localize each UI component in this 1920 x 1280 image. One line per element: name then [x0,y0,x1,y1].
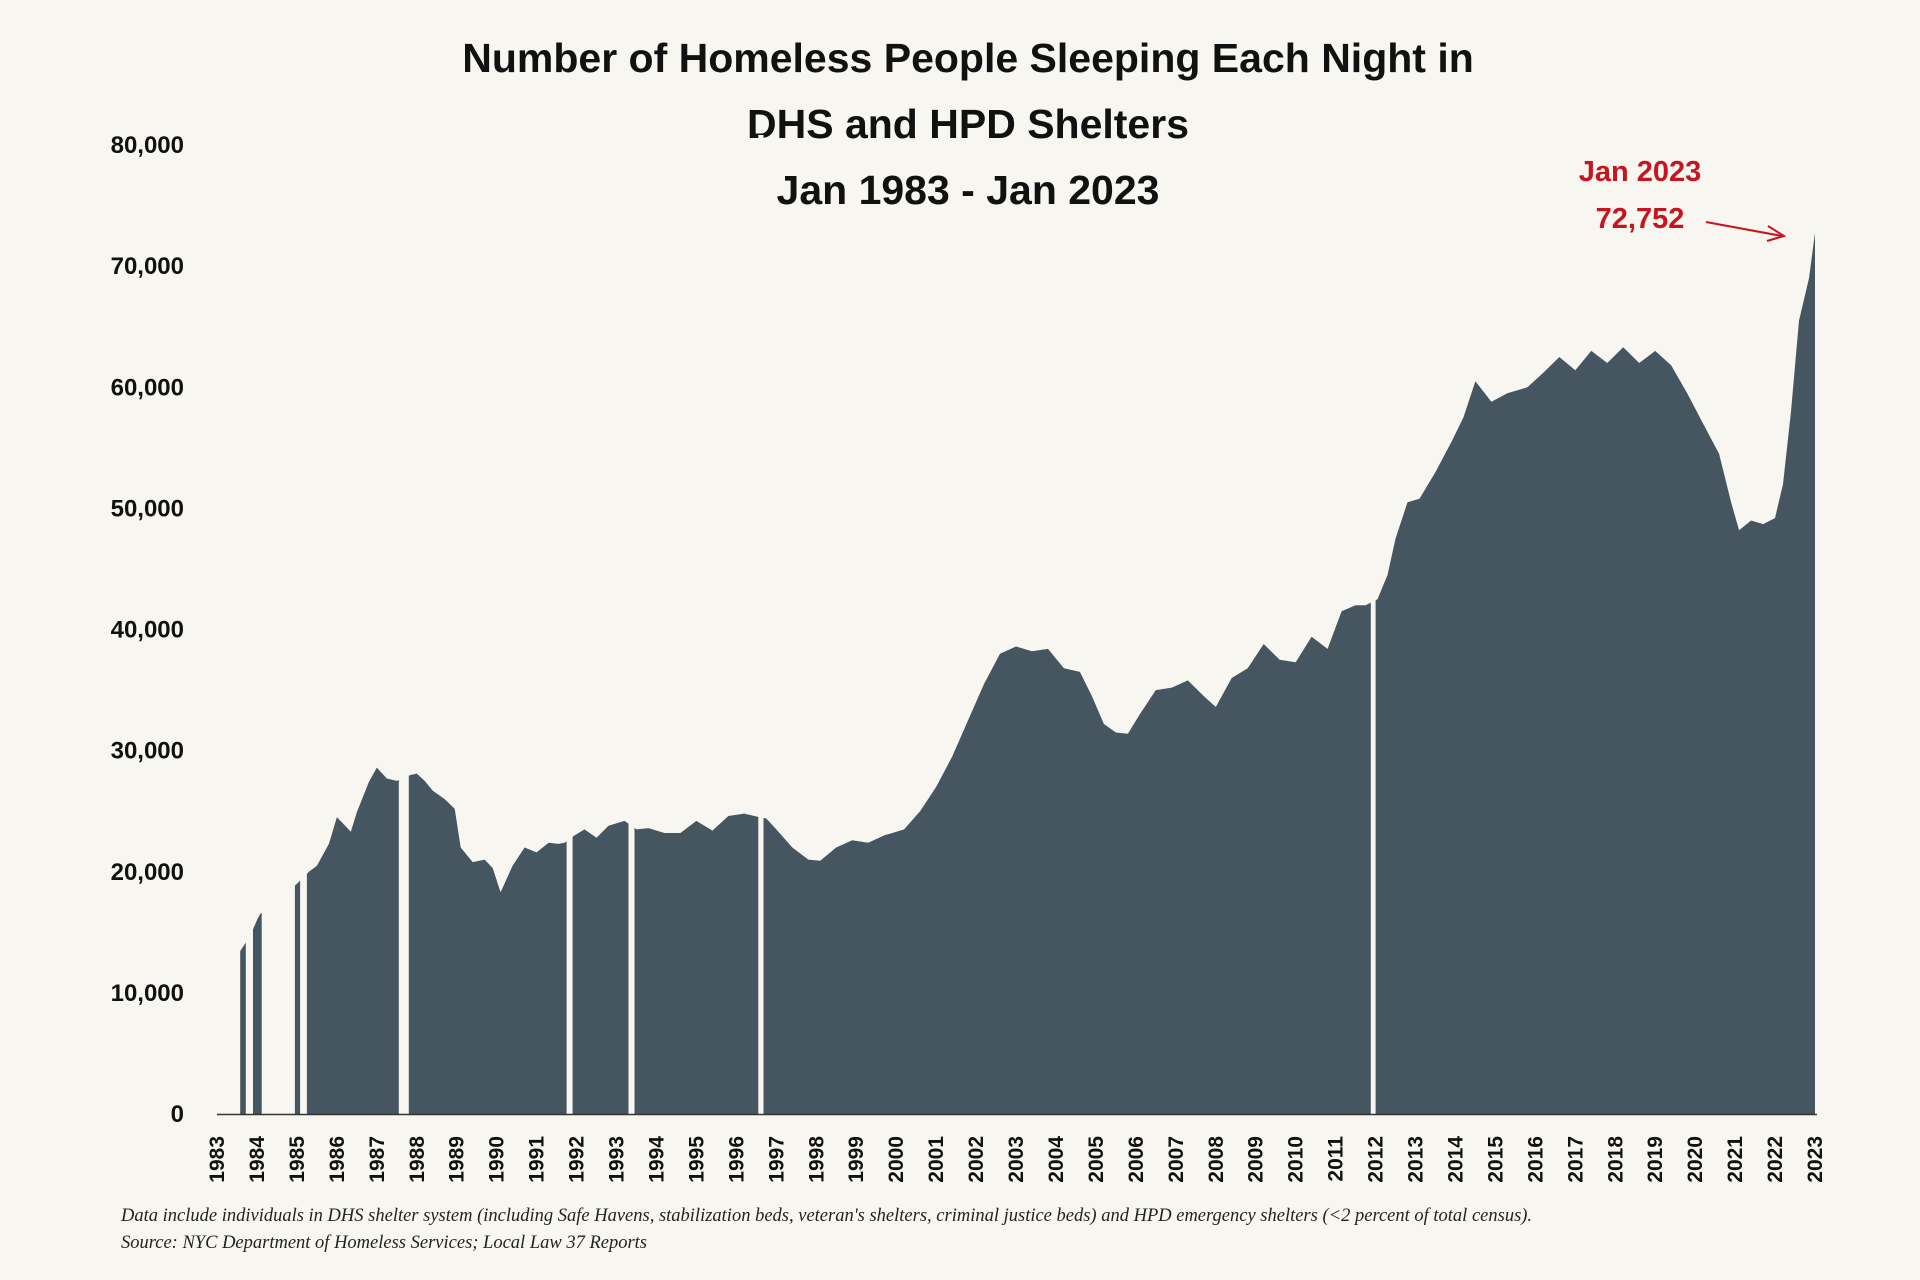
x-tick-label: 2016 [1524,1136,1547,1183]
area-series-homeless-count [235,232,1815,1115]
data-gap-1 [245,135,253,1114]
chart-title-line-1: Number of Homeless People Sleeping Each … [462,35,1474,81]
x-tick-label: 1986 [326,1136,349,1183]
footnote-data-description: Data include individuals in DHS shelter … [120,1206,1532,1226]
x-tick-label: 2010 [1285,1136,1308,1183]
y-tick-label: 40,000 [111,617,184,644]
x-tick-label: 2006 [1125,1136,1148,1183]
data-gap-0 [227,135,241,1114]
data-gaps [227,135,1376,1114]
data-gap-7 [758,135,764,1114]
x-tick-label: 1995 [685,1136,708,1183]
data-gap-2 [261,135,295,1114]
x-tick-label: 1985 [286,1136,309,1183]
x-tick-label: 2011 [1325,1136,1348,1182]
x-tick-label: 2000 [885,1136,908,1183]
x-tick-label: 1997 [765,1136,788,1183]
y-tick-label: 20,000 [111,859,184,886]
x-tick-label: 1987 [366,1136,389,1183]
x-tick-label: 1999 [845,1136,868,1183]
x-tick-label: 2003 [1005,1136,1028,1183]
x-tick-label: 1994 [645,1136,668,1183]
x-tick-label: 2004 [1045,1136,1068,1183]
footnotes: Data include individuals in DHS shelter … [120,1206,1532,1253]
data-gap-5 [566,135,573,1114]
x-tick-label: 2021 [1724,1136,1747,1183]
annotation-date: Jan 2023 [1579,156,1702,188]
chart-title: Number of Homeless People Sleeping Each … [462,35,1474,213]
x-axis-ticks: 1983 1984 1985 1986 1987 1988 1989 1990 1991 1992… [206,1136,1827,1183]
y-tick-label: 80,000 [111,132,184,159]
x-tick-label: 2013 [1405,1136,1428,1183]
x-tick-label: 2012 [1365,1136,1388,1183]
chart-title-line-3: Jan 1983 - Jan 2023 [777,167,1160,213]
x-tick-label: 1998 [805,1136,828,1183]
x-tick-label: 2020 [1684,1136,1707,1183]
x-tick-label: 2008 [1205,1136,1228,1183]
x-tick-label: 1988 [406,1136,429,1183]
x-tick-label: 1989 [446,1136,469,1183]
x-tick-label: 2018 [1604,1136,1627,1183]
x-tick-label: 2023 [1804,1136,1827,1183]
x-tick-label: 2017 [1564,1136,1587,1183]
data-gap-3 [300,135,307,1114]
annotation-value: 72,752 [1596,203,1685,235]
x-tick-label: 1992 [566,1136,589,1183]
y-axis-ticks: 0 10,000 20,000 30,000 40,000 50,000 60,000 70,… [111,132,184,1128]
x-tick-label: 1990 [486,1136,509,1183]
x-tick-label: 2001 [925,1136,948,1183]
x-tick-label: 1984 [246,1136,269,1183]
x-tick-label: 1993 [606,1136,629,1183]
x-tick-label: 2014 [1444,1136,1467,1183]
data-gap-8 [1370,135,1376,1114]
footnote-source: Source: NYC Department of Homeless Servi… [121,1233,647,1253]
annotation-arrow-head [1766,225,1787,242]
annotation-arrow [1705,221,1783,237]
y-tick-label: 30,000 [111,738,184,765]
y-tick-label: 50,000 [111,495,184,522]
data-gap-4 [398,135,409,1114]
x-tick-label: 2005 [1085,1136,1108,1183]
x-tick-label: 2007 [1165,1136,1188,1183]
x-tick-label: 1991 [526,1136,549,1183]
y-tick-label: 60,000 [111,374,184,401]
x-tick-label: 1983 [206,1136,229,1183]
y-tick-label: 10,000 [111,980,184,1007]
plot-area [217,135,1817,1116]
latest-value-annotation: Jan 2023 72,752 [1579,156,1787,242]
x-tick-label: 1996 [725,1136,748,1183]
chart-title-line-2: DHS and HPD Shelters [747,101,1189,147]
x-tick-label: 2019 [1644,1136,1667,1183]
x-tick-label: 2002 [965,1136,988,1183]
x-tick-label: 2022 [1764,1136,1787,1183]
y-tick-label: 70,000 [111,253,184,280]
x-tick-label: 2009 [1245,1136,1268,1183]
x-tick-label: 2015 [1484,1136,1507,1183]
y-tick-label: 0 [171,1101,184,1128]
data-gap-6 [628,135,635,1114]
